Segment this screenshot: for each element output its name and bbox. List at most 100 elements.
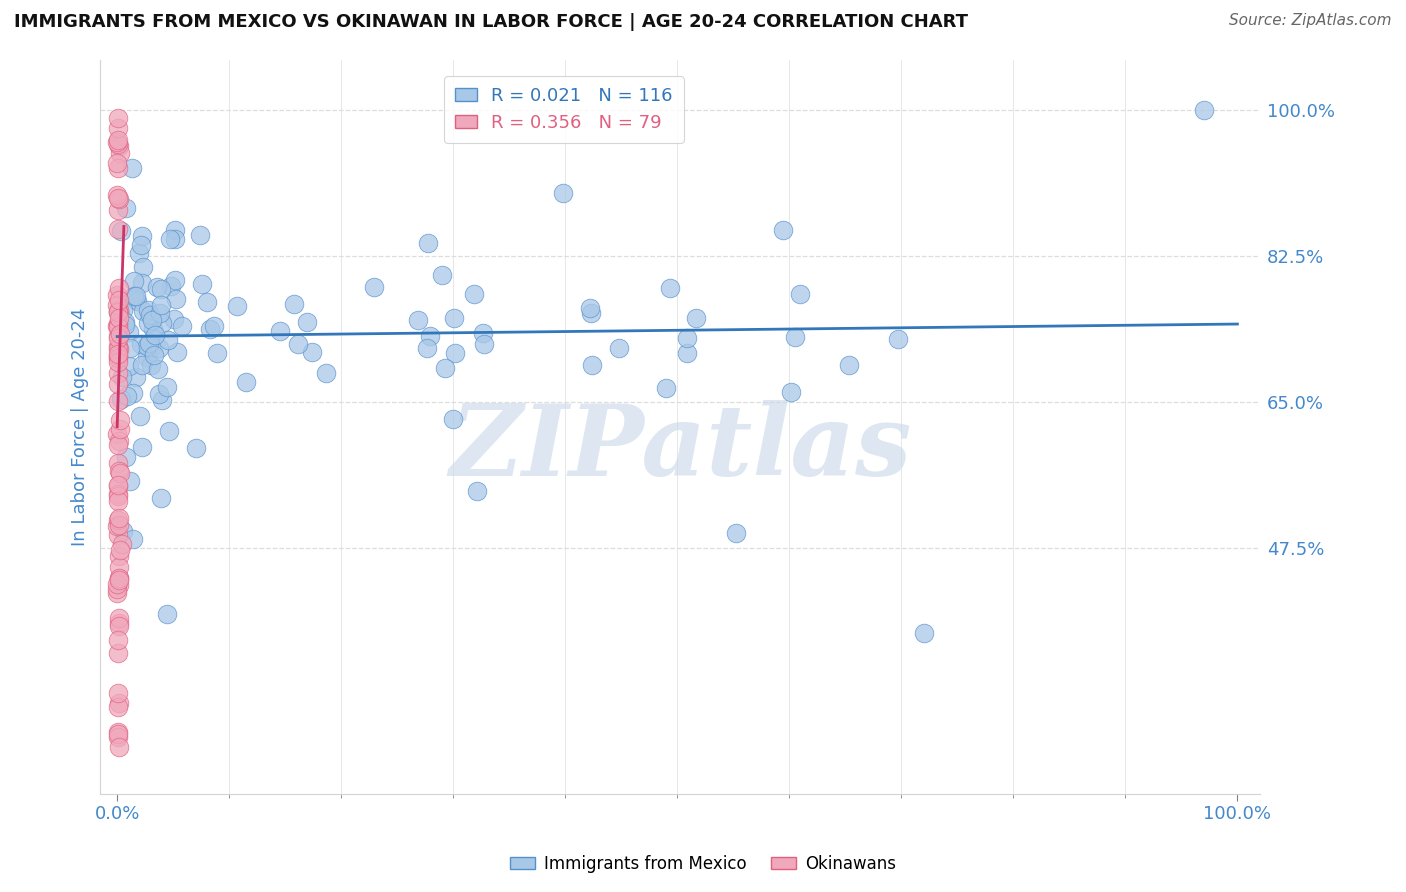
Point [129,337,152,351]
Point [441,412,464,426]
Point [301,345,323,359]
Point [143,328,166,343]
Point [105,135,128,149]
Point [108,306,131,320]
Point [685,311,707,326]
Point [125,289,148,303]
Point [107,571,129,585]
Text: ZIPatlas: ZIPatlas [449,401,911,497]
Point [655,381,678,395]
Point [188,228,211,243]
Point [107,477,129,491]
Point [105,518,128,533]
Point [108,326,131,341]
Point [676,331,699,345]
Point [107,577,129,591]
Point [131,228,153,243]
Point [107,527,129,541]
Point [107,318,129,333]
Point [107,349,129,363]
Point [658,280,681,294]
Point [107,730,129,744]
Point [105,156,128,170]
Point [780,384,803,399]
Point [107,139,129,153]
Point [107,304,129,318]
Point [579,306,602,320]
Point [135,339,157,353]
Point [115,389,138,403]
Point [118,341,141,355]
Point [105,576,128,591]
Point [138,316,160,330]
Point [235,376,257,390]
Point [107,305,129,319]
Point [110,224,132,238]
Point [150,316,173,330]
Point [114,450,136,465]
Point [472,326,495,340]
Point [107,136,129,151]
Point [419,329,441,343]
Point [124,293,146,307]
Point [108,573,131,587]
Point [149,306,172,320]
Point [107,320,129,334]
Point [131,237,153,252]
Text: IMMIGRANTS FROM MEXICO VS OKINAWAN IN LABOR FORCE | AGE 20-24 CORRELATION CHART: IMMIGRANTS FROM MEXICO VS OKINAWAN IN LA… [14,13,969,31]
Point [136,303,159,318]
Point [159,279,181,293]
Point [149,491,172,505]
Point [107,511,129,525]
Point [150,282,173,296]
Point [108,517,131,532]
Point [111,524,134,538]
Point [581,358,603,372]
Point [157,424,180,438]
Point [579,301,602,315]
Point [107,494,129,508]
Point [156,607,179,622]
Point [418,236,440,251]
Point [139,308,162,322]
Point [166,344,188,359]
Point [135,351,157,365]
Point [142,348,165,362]
Point [107,457,129,471]
Point [363,279,385,293]
Point [465,483,488,498]
Point [108,619,131,633]
Point [108,422,131,436]
Point [131,440,153,454]
Point [200,322,222,336]
Point [114,315,136,329]
Point [157,333,180,347]
Point [107,646,129,660]
Point [107,318,129,332]
Point [148,341,170,355]
Point [107,120,129,135]
Point [107,161,129,176]
Point [434,361,457,376]
Point [107,192,129,206]
Point [408,312,430,326]
Point [122,274,145,288]
Point [195,295,218,310]
Point [108,281,131,295]
Point [772,223,794,237]
Point [120,474,142,488]
Point [107,489,129,503]
Y-axis label: In Labor Force | Age 20-24: In Labor Force | Age 20-24 [72,308,89,546]
Point [118,325,141,339]
Point [295,315,318,329]
Point [150,298,173,312]
Point [107,725,129,739]
Point [783,329,806,343]
Point [128,246,150,260]
Point [207,346,229,360]
Point [725,525,748,540]
Point [107,513,129,527]
Point [191,277,214,291]
Point [107,616,129,631]
Point [105,427,128,442]
